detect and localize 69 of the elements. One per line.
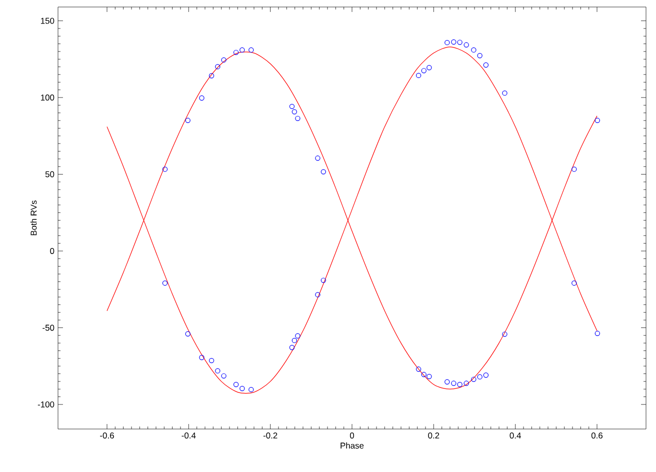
point — [295, 116, 300, 121]
point — [421, 68, 426, 74]
point — [208, 358, 214, 364]
x-tick-label: -0.2 — [263, 432, 278, 439]
point — [315, 156, 320, 161]
point — [572, 166, 577, 172]
point — [215, 368, 220, 374]
y-axis-title: Both RVs — [30, 200, 37, 236]
point — [594, 118, 600, 123]
point — [240, 47, 245, 53]
point — [464, 42, 469, 48]
y-tick-label: 50 — [45, 171, 54, 178]
point — [215, 64, 220, 70]
point — [464, 380, 469, 386]
point — [471, 47, 476, 53]
y-tick-label: -50 — [42, 324, 54, 331]
x-tick-label: 0.2 — [428, 432, 440, 439]
point — [289, 104, 295, 110]
x-tick-label: 0.4 — [510, 432, 521, 439]
point — [221, 57, 226, 63]
point — [162, 280, 168, 286]
point — [292, 338, 298, 344]
point — [320, 278, 326, 283]
point — [295, 333, 300, 338]
point — [248, 386, 254, 392]
point — [292, 109, 298, 114]
point — [289, 344, 295, 350]
point — [477, 53, 482, 58]
point — [451, 380, 456, 386]
point — [483, 372, 489, 378]
y-tick-label: -100 — [38, 401, 54, 408]
point — [426, 374, 432, 380]
point — [444, 40, 450, 46]
point — [320, 169, 326, 174]
point — [199, 95, 204, 101]
point — [451, 39, 456, 45]
x-tick-label: -0.6 — [100, 432, 114, 439]
point — [185, 331, 190, 336]
point — [421, 372, 426, 378]
point — [240, 386, 245, 392]
y-tick-label: 100 — [40, 94, 54, 101]
point — [416, 72, 422, 78]
y-tick-label: 0 — [50, 248, 54, 254]
point — [594, 330, 600, 336]
point — [416, 366, 422, 372]
point — [426, 65, 432, 70]
point — [457, 40, 462, 45]
point — [483, 62, 489, 68]
y-tick-label: 150 — [40, 18, 54, 24]
point — [199, 354, 204, 360]
point — [248, 47, 254, 53]
point — [185, 118, 190, 123]
x-tick-label: -0.4 — [182, 432, 196, 439]
point — [444, 379, 450, 384]
point — [208, 73, 214, 78]
point — [315, 292, 320, 298]
point — [221, 373, 226, 378]
x-axis-title: Phase — [340, 442, 364, 449]
point — [233, 50, 239, 56]
point — [477, 374, 482, 380]
point — [162, 166, 168, 172]
point — [502, 90, 508, 96]
x-tick-label: 0 — [350, 432, 354, 439]
point — [457, 382, 462, 388]
point — [502, 332, 508, 337]
point — [572, 280, 577, 286]
point — [471, 376, 476, 382]
x-tick-label: 0.6 — [591, 432, 603, 439]
point — [233, 382, 239, 388]
